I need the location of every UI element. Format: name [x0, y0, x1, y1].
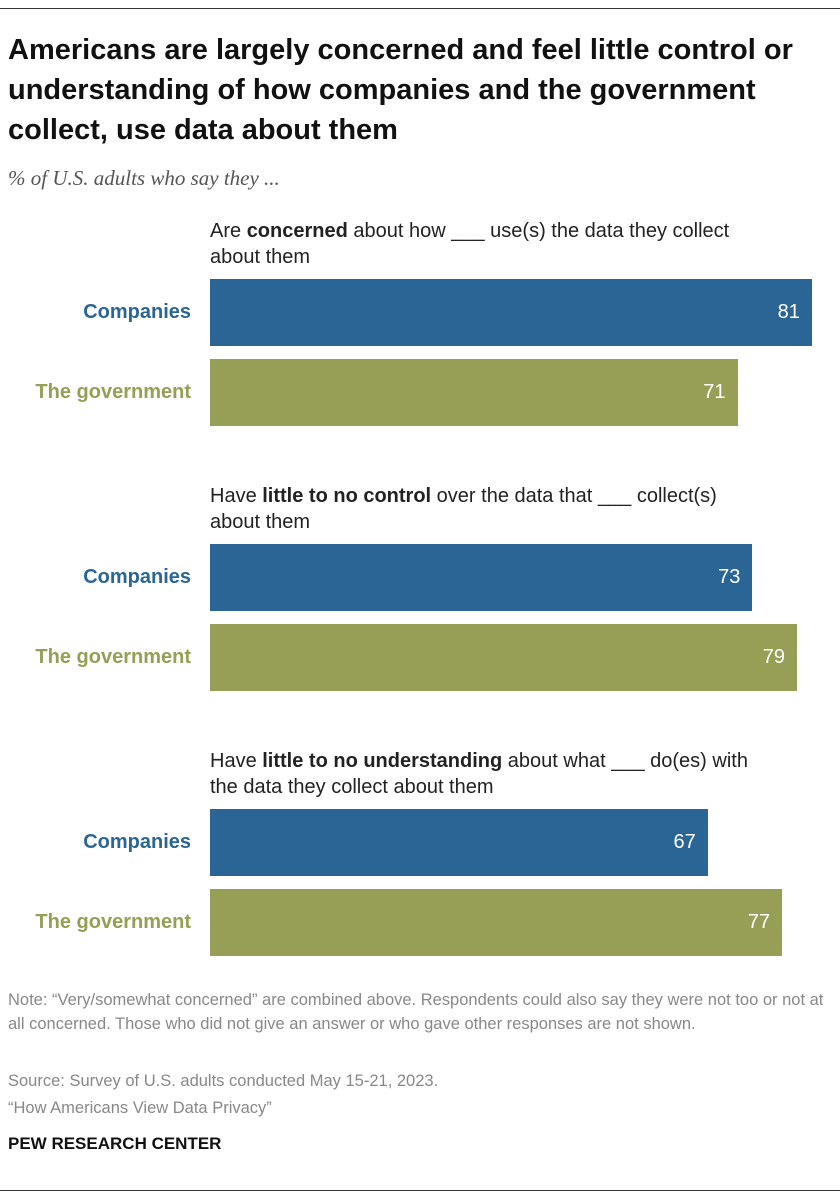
note: Note: “Very/somewhat concerned” are comb…	[8, 991, 824, 1033]
bar: 77	[210, 889, 783, 956]
bar: 67	[210, 809, 708, 876]
report: “How Americans View Data Privacy”	[8, 1099, 272, 1117]
value-label: 67	[673, 831, 696, 853]
bar: 73	[210, 544, 753, 611]
panel-heading: Have little to no understanding about wh…	[210, 748, 750, 800]
chart-title: Americans are largely concerned and feel…	[8, 34, 793, 146]
bar: 81	[210, 279, 812, 346]
heading-text: Have	[210, 750, 263, 772]
value-label: 79	[762, 646, 785, 668]
value-label: 73	[718, 566, 741, 588]
subtitle: % of U.S. adults who say they ...	[8, 166, 280, 190]
category-label: Companies	[83, 566, 191, 588]
value-label: 71	[703, 381, 726, 403]
panel-heading: Have little to no control over the data …	[210, 483, 750, 535]
heading-text: Are	[210, 220, 247, 242]
source: Source: Survey of U.S. adults conducted …	[8, 1072, 439, 1090]
category-label: The government	[35, 646, 191, 668]
top-rule	[0, 8, 840, 9]
heading-text: over the data that ___ collect(s) about …	[210, 485, 717, 533]
panel-heading: Are concerned about how ___ use(s) the d…	[210, 218, 750, 270]
heading-emphasis: concerned	[246, 220, 348, 242]
category-label: Companies	[83, 831, 191, 853]
heading-text: about what ___ do(es) with the data they…	[210, 750, 748, 798]
value-label: 77	[747, 911, 771, 933]
bar: 79	[210, 624, 797, 691]
bar: 71	[210, 359, 738, 426]
bottom-rule	[0, 1190, 840, 1191]
heading-emphasis: little to no control	[262, 485, 432, 507]
value-label: 81	[777, 301, 800, 323]
heading-text: Have	[210, 485, 263, 507]
heading-emphasis: little to no understanding	[262, 750, 503, 772]
category-label: Companies	[83, 301, 191, 323]
brand: PEW RESEARCH CENTER	[8, 1134, 222, 1153]
category-label: The government	[35, 911, 191, 933]
category-label: The government	[35, 381, 191, 403]
heading-text: about how ___ use(s) the data they colle…	[210, 220, 730, 268]
